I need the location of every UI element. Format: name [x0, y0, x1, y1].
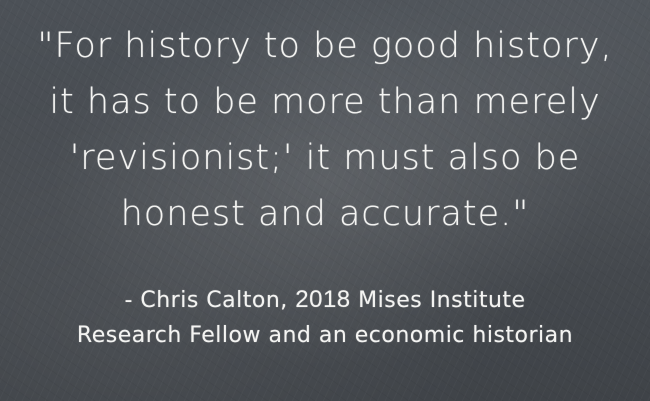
quote-line: "For history to be good history,: [37, 26, 613, 66]
attribution-author: - Chris Calton,: [124, 288, 296, 313]
quote-line: it has to be more than merely: [49, 82, 601, 122]
attribution-organization: Mises Institute: [350, 288, 526, 313]
attribution-line-2: Research Fellow and an economic historia…: [76, 323, 574, 348]
quote-text: "For history to be good history, it has …: [0, 18, 650, 242]
attribution-line-1: - Chris Calton, 2018 Mises Institute: [0, 282, 650, 318]
quote-line: 'revisionist;' it must also be: [69, 138, 581, 178]
quote-attribution: - Chris Calton, 2018 Mises Institute Res…: [0, 282, 650, 353]
attribution-year: 2018: [295, 286, 351, 313]
quote-line: honest and accurate.": [120, 194, 530, 234]
